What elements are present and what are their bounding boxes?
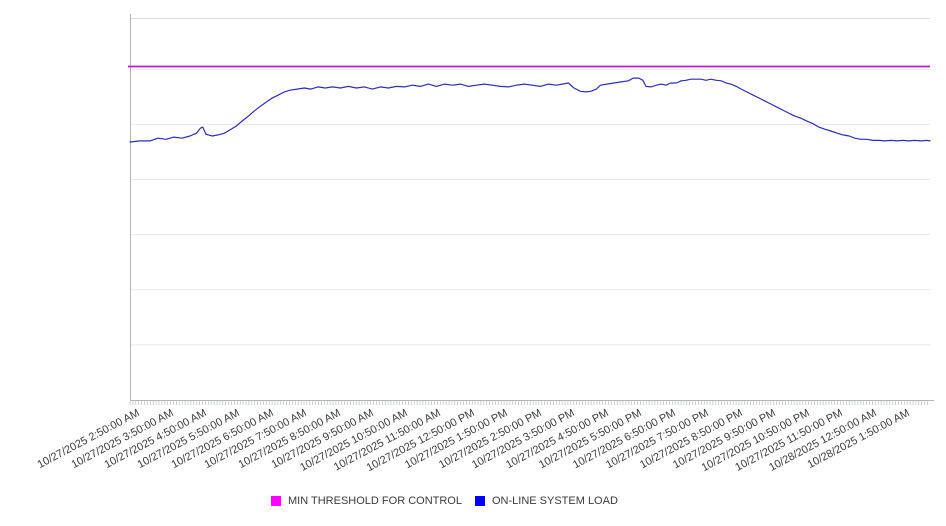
legend-label-online-system-load: ON-LINE SYSTEM LOAD: [491, 495, 618, 507]
legend-label-min-threshold: MIN THRESHOLD FOR CONTROL: [288, 495, 462, 507]
online-system-load-line: [129, 77, 931, 143]
min-threshold-swatch-icon: [271, 496, 281, 506]
legend-item-min-threshold[interactable]: MIN THRESHOLD FOR CONTROL: [271, 495, 462, 507]
online-system-load-swatch-icon: [474, 496, 485, 506]
chart-legend: MIN THRESHOLD FOR CONTROL ON-LINE SYSTEM…: [271, 495, 618, 507]
legend-item-online-system-load[interactable]: ON-LINE SYSTEM LOAD: [474, 495, 618, 507]
x-axis-minor-ticks: [129, 401, 928, 405]
